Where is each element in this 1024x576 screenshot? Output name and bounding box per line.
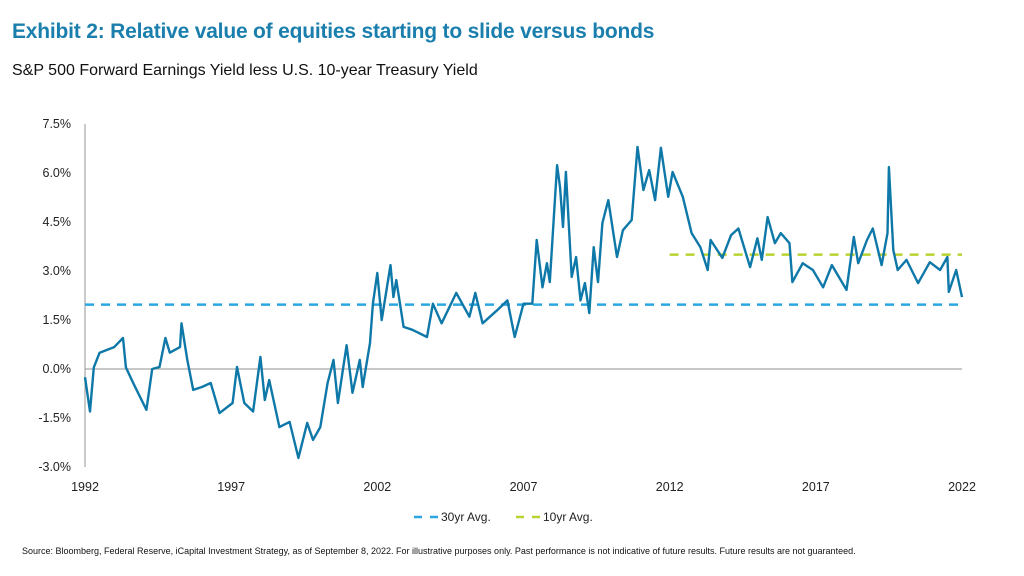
x-tick-label: 1992: [71, 480, 99, 494]
legend-label-30yr: 30yr Avg.: [441, 510, 491, 524]
source-note: Source: Bloomberg, Federal Reserve, iCap…: [22, 546, 856, 556]
x-tick-label: 2007: [510, 480, 538, 494]
y-tick-label: 0.0%: [43, 362, 72, 376]
legend: 30yr Avg. 10yr Avg.: [414, 510, 593, 524]
x-tick-label: 2017: [802, 480, 830, 494]
x-tick-label: 2022: [948, 480, 976, 494]
x-tick-label: 1997: [217, 480, 245, 494]
y-tick-label: 1.5%: [43, 313, 72, 327]
y-tick-label: -3.0%: [38, 460, 71, 474]
y-tick-label: 6.0%: [43, 166, 72, 180]
exhibit-title: Exhibit 2: Relative value of equities st…: [12, 20, 655, 43]
legend-label-10yr: 10yr Avg.: [543, 510, 593, 524]
x-tick-label: 2012: [656, 480, 684, 494]
x-tick-label: 2002: [363, 480, 391, 494]
y-tick-label: 3.0%: [43, 264, 72, 278]
y-tick-label: 4.5%: [43, 215, 72, 229]
y-tick-label: -1.5%: [38, 411, 71, 425]
yield-spread-line: [83, 145, 964, 460]
chart-subtitle: S&P 500 Forward Earnings Yield less U.S.…: [12, 62, 478, 79]
y-tick-label: 7.5%: [43, 117, 72, 131]
